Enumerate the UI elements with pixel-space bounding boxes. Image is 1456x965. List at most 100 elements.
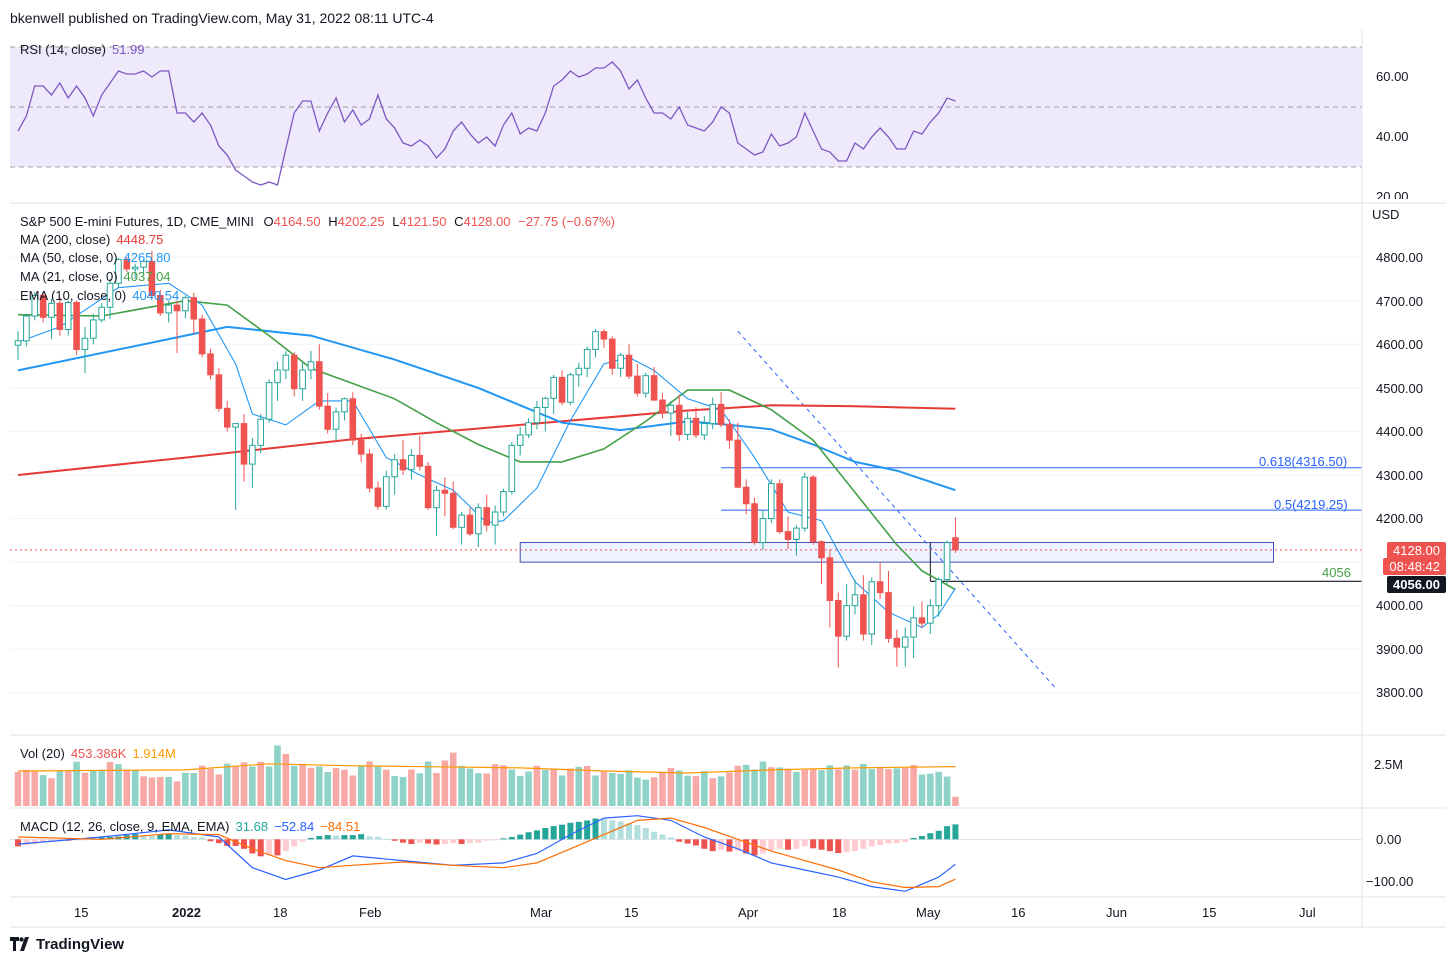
volume-bar	[726, 772, 733, 806]
candle-body	[742, 486, 750, 505]
macd-hist-bar	[659, 834, 666, 840]
macd-hist-bar	[893, 839, 900, 844]
volume-bar	[834, 769, 842, 806]
macd-hist-bar	[73, 839, 80, 841]
volume-bar	[542, 769, 549, 806]
volume-bar	[73, 761, 80, 806]
macd-hist-bar	[533, 830, 540, 840]
volume-bar	[742, 764, 750, 806]
candle-body	[910, 617, 917, 638]
candle-body	[508, 444, 516, 493]
volume-panel	[14, 745, 959, 806]
volume-bar	[366, 761, 373, 806]
macd-hist-bar	[157, 834, 164, 840]
candle-body	[851, 594, 859, 607]
candle-body	[650, 375, 658, 401]
volume-bar	[575, 766, 583, 806]
candle-body	[182, 297, 189, 312]
candle-body	[617, 354, 624, 369]
candle-body	[207, 353, 214, 376]
ohlc-open-label: O	[263, 214, 274, 229]
candle-body	[542, 397, 549, 408]
ma200-line	[17, 404, 956, 476]
macd-hist-bar	[517, 834, 524, 840]
candle-body	[391, 459, 398, 478]
volume-bar	[332, 768, 340, 806]
candle-body	[893, 637, 901, 648]
price-tick: 4300.00	[1376, 468, 1423, 483]
macd-hist-bar	[860, 839, 867, 849]
macd-hist-bar	[483, 839, 490, 841]
currency-label: USD	[1372, 207, 1400, 222]
candle-body	[349, 398, 357, 441]
candle-body	[316, 361, 323, 407]
candle-body	[357, 439, 365, 455]
candle-body	[868, 581, 876, 635]
price-tick: 3900.00	[1376, 642, 1423, 657]
macd-hist-bar	[877, 839, 884, 845]
volume-bar	[550, 768, 557, 806]
ma21-label: MA (21, close, 0)	[20, 269, 118, 284]
candle-body	[516, 434, 524, 446]
volume-bar	[458, 765, 465, 806]
volume-bar	[156, 776, 164, 806]
volume-bar	[64, 771, 72, 806]
macd-hist-bar	[952, 824, 959, 840]
macd-hist-bar	[374, 836, 381, 840]
macd-hist-bar	[475, 839, 482, 843]
candle-body	[90, 319, 97, 339]
candle-body	[382, 476, 390, 507]
brand-text: TradingView	[36, 936, 125, 953]
macd-hist-bar	[23, 839, 30, 845]
rsi-tick: 20.00	[1376, 189, 1409, 199]
volume-value-1: 453.386K	[70, 746, 127, 761]
ema10-label: EMA (10, close, 0)	[20, 288, 127, 303]
macd-hist-bar	[776, 839, 783, 849]
candle-body	[366, 453, 373, 489]
candle-body	[257, 418, 265, 446]
volume-bar	[751, 769, 758, 806]
volume-bar	[667, 767, 675, 806]
macd-hist-bar	[358, 834, 365, 840]
macd-legend: MACD (12, 26, close, 9, EMA, EMA) 31.68 −5…	[20, 819, 360, 834]
candle-body	[784, 531, 792, 540]
candle-body	[458, 514, 465, 528]
ma200-legend: MA (200, close) 4448.75	[20, 232, 163, 247]
candle-body	[684, 417, 691, 435]
publisher-line: bkenwell published on TradingView.com, M…	[10, 10, 434, 26]
symbol-legend: S&P 500 E-mini Futures, 1D, CME_MINI O41…	[20, 214, 615, 229]
volume-bar	[500, 765, 507, 806]
candle-body	[608, 338, 616, 369]
volume-bar	[583, 766, 591, 806]
price-tick: 4400.00	[1376, 424, 1423, 439]
volume-bar	[901, 767, 909, 806]
candle-body	[324, 405, 331, 430]
macd-hist-bar	[249, 839, 256, 854]
volume-bar	[198, 765, 206, 806]
macd-hist-bar	[500, 838, 507, 840]
volume-bar	[793, 771, 800, 806]
macd-hist-bar	[341, 835, 348, 840]
volume-bar	[608, 773, 616, 806]
candle-body	[307, 361, 315, 371]
macd-hist-bar	[768, 839, 775, 851]
candle-body	[600, 331, 608, 340]
volume-bar	[106, 761, 114, 806]
volume-bar	[818, 770, 825, 806]
volume-bar	[123, 769, 131, 806]
candle-body	[290, 354, 298, 390]
candle-body	[793, 527, 800, 540]
volume-bar	[876, 766, 884, 806]
candle-body	[876, 581, 884, 594]
ma50-line	[17, 325, 956, 492]
candle-body	[115, 258, 122, 284]
macd-hist-bar	[224, 839, 231, 846]
volume-bar	[441, 760, 449, 806]
macd-hist-bar	[567, 822, 574, 840]
tradingview-brand[interactable]: TradingView	[10, 936, 124, 953]
macd-tick: 0.00	[1376, 832, 1402, 847]
macd-hist-bar	[751, 839, 758, 856]
macd-hist-bar	[944, 826, 951, 840]
macd-hist-bar	[902, 839, 909, 843]
